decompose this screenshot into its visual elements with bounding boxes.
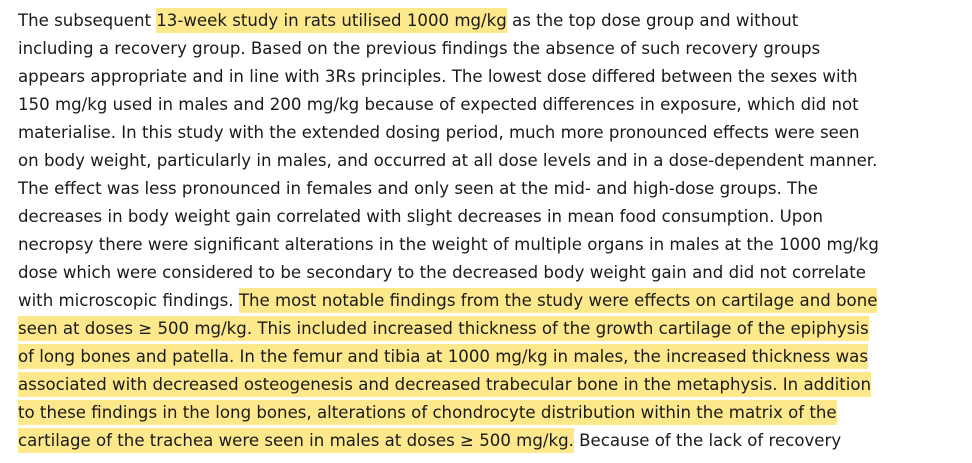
text-line: dose which were considered to be seconda…: [18, 259, 866, 287]
text: with microscopic findings.: [18, 291, 239, 310]
text: appears appropriate and in line with 3Rs…: [18, 67, 858, 86]
text-line: The effect was less pronounced in female…: [18, 175, 818, 203]
text: dose which were considered to be seconda…: [18, 263, 866, 282]
text-line: on body weight, particularly in males, a…: [18, 147, 877, 175]
text-line: appears appropriate and in line with 3Rs…: [18, 63, 858, 91]
highlighted-text: cartilage of the trachea were seen in ma…: [18, 428, 574, 453]
text-line: 150 mg/kg used in males and 200 mg/kg be…: [18, 91, 859, 119]
text-line: of long bones and patella. In the femur …: [18, 343, 868, 371]
highlighted-text: associated with decreased osteogenesis a…: [18, 372, 872, 397]
text-line: associated with decreased osteogenesis a…: [18, 371, 872, 399]
text-line: with microscopic findings. The most nota…: [18, 287, 878, 315]
text-line: seen at doses ≥ 500 mg/kg. This included…: [18, 315, 869, 343]
text: materialise. In this study with the exte…: [18, 123, 860, 142]
text-line: The subsequent 13-week study in rats uti…: [18, 7, 798, 35]
text: necropsy there were significant alterati…: [18, 235, 879, 254]
text-line: cartilage of the trachea were seen in ma…: [18, 427, 841, 455]
highlighted-text: to these findings in the long bones, alt…: [18, 400, 837, 425]
text-line: necropsy there were significant alterati…: [18, 231, 879, 259]
text: as the top dose group and without: [506, 11, 799, 30]
text-line: to these findings in the long bones, alt…: [18, 399, 837, 427]
text-line: materialise. In this study with the exte…: [18, 119, 860, 147]
highlighted-text: 13-week study in rats utilised 1000 mg/k…: [156, 8, 507, 33]
text: on body weight, particularly in males, a…: [18, 151, 878, 170]
text: The effect was less pronounced in female…: [18, 179, 818, 198]
text: Because of the lack of recovery: [573, 431, 842, 450]
highlighted-text: seen at doses ≥ 500 mg/kg. This included…: [18, 316, 869, 341]
text: 150 mg/kg used in males and 200 mg/kg be…: [18, 95, 859, 114]
highlighted-text: The most notable findings from the study…: [238, 288, 878, 313]
text-line: decreases in body weight gain correlated…: [18, 203, 823, 231]
text-line: including a recovery group. Based on the…: [18, 35, 820, 63]
text: including a recovery group. Based on the…: [18, 39, 821, 58]
text: decreases in body weight gain correlated…: [18, 207, 823, 226]
highlighted-text: of long bones and patella. In the femur …: [18, 344, 868, 369]
text: The subsequent: [18, 11, 157, 30]
